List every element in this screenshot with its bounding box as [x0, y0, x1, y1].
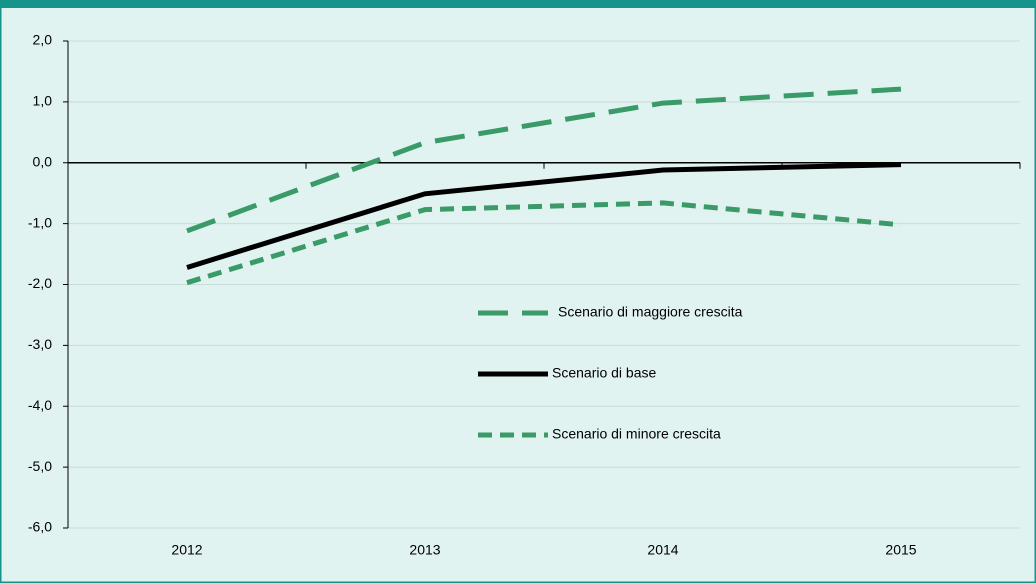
x-tick-label: 2015: [885, 542, 916, 558]
y-tick-label: 2,0: [33, 32, 53, 48]
x-tick-label: 2013: [409, 542, 440, 558]
line: [186, 200, 902, 286]
x-tick-label: 2014: [647, 542, 678, 558]
legend-label: Scenario di base: [552, 365, 657, 381]
legend-label: Scenario di maggiore crescita: [558, 304, 743, 320]
y-tick-label: 1,0: [33, 93, 53, 109]
y-tick-label: -3,0: [28, 336, 52, 352]
line: [186, 162, 902, 270]
top-bar: [0, 0, 1036, 8]
legend-label: Scenario di minore crescita: [552, 426, 721, 442]
y-tick-label: -1,0: [28, 214, 52, 230]
y-tick-label: -5,0: [28, 458, 52, 474]
y-tick-label: -2,0: [28, 275, 52, 291]
y-tick-label: -6,0: [28, 519, 52, 535]
x-tick-label: 2012: [171, 542, 202, 558]
y-tick-label: 0,0: [33, 153, 53, 169]
y-tick-label: -4,0: [28, 397, 52, 413]
line: [186, 86, 902, 234]
